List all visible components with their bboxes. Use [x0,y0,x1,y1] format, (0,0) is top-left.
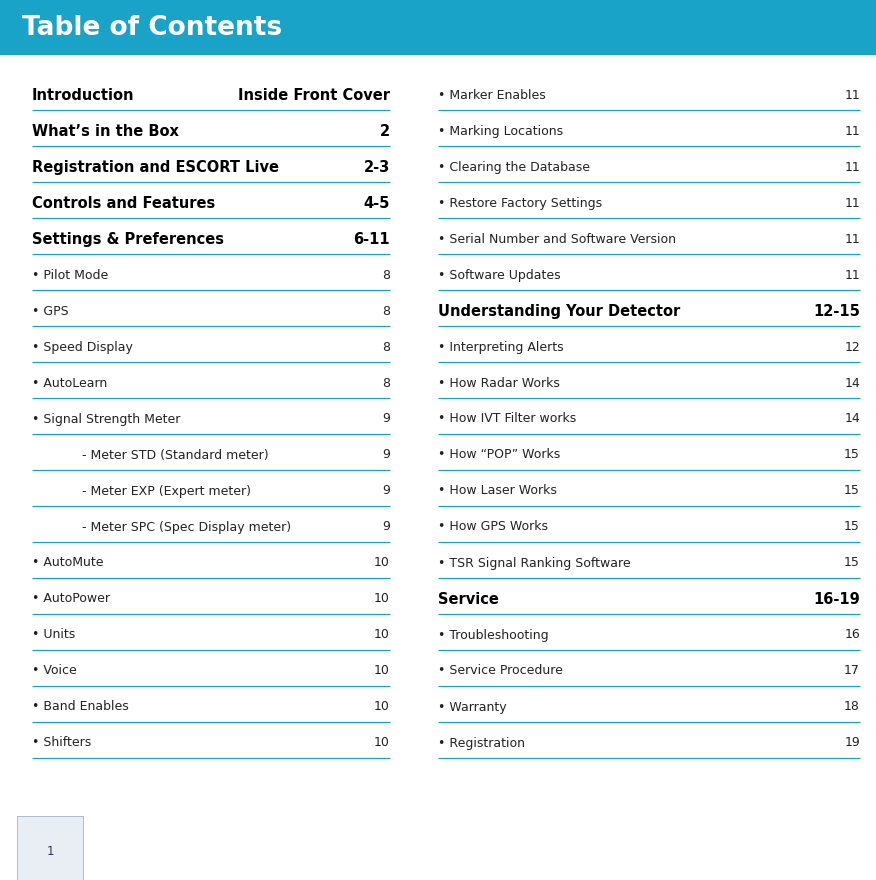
Text: • Marker Enables: • Marker Enables [438,89,546,101]
Text: 10: 10 [374,664,390,678]
Text: What’s in the Box: What’s in the Box [32,123,179,138]
Text: • Pilot Mode: • Pilot Mode [32,268,109,282]
Text: 8: 8 [382,377,390,390]
Text: • Registration: • Registration [438,737,525,750]
Text: 9: 9 [382,520,390,533]
Text: Introduction: Introduction [32,87,135,102]
Text: 9: 9 [382,485,390,497]
Text: • Interpreting Alerts: • Interpreting Alerts [438,341,563,354]
Text: 16: 16 [844,628,860,642]
Text: • Marking Locations: • Marking Locations [438,124,563,137]
Text: 11: 11 [844,232,860,246]
Text: 15: 15 [844,556,860,569]
Text: - Meter STD (Standard meter): - Meter STD (Standard meter) [82,449,269,461]
Text: • Clearing the Database: • Clearing the Database [438,160,590,173]
Text: 8: 8 [382,341,390,354]
Text: 8: 8 [382,268,390,282]
Bar [0,0,876,55]
Text: 15: 15 [844,449,860,461]
Text: 15: 15 [844,520,860,533]
Text: • Shifters: • Shifters [32,737,91,750]
Text: • How Radar Works: • How Radar Works [438,377,560,390]
Text: 4-5: 4-5 [364,195,390,210]
Text: • Voice: • Voice [32,664,77,678]
Text: • Units: • Units [32,628,75,642]
Text: • AutoMute: • AutoMute [32,556,103,569]
Text: • How Laser Works: • How Laser Works [438,485,557,497]
Text: 6-11: 6-11 [353,231,390,246]
Text: • How GPS Works: • How GPS Works [438,520,548,533]
Text: • Troubleshooting: • Troubleshooting [438,628,548,642]
Text: • Software Updates: • Software Updates [438,268,561,282]
Text: • Band Enables: • Band Enables [32,700,129,714]
Text: • How IVT Filter works: • How IVT Filter works [438,413,576,426]
Text: • AutoPower: • AutoPower [32,592,110,605]
Text: Registration and ESCORT Live: Registration and ESCORT Live [32,159,279,174]
Text: 10: 10 [374,592,390,605]
Text: 11: 11 [844,160,860,173]
Text: 10: 10 [374,628,390,642]
Text: 12: 12 [844,341,860,354]
Text: 19: 19 [844,737,860,750]
Text: 14: 14 [844,377,860,390]
Text: 12-15: 12-15 [813,304,860,319]
Text: • How “POP” Works: • How “POP” Works [438,449,561,461]
Text: Controls and Features: Controls and Features [32,195,215,210]
Text: 1: 1 [46,846,53,859]
Text: • Service Procedure: • Service Procedure [438,664,563,678]
Text: 10: 10 [374,556,390,569]
Text: 11: 11 [844,89,860,101]
Text: Service: Service [438,591,498,606]
Text: • Warranty: • Warranty [438,700,506,714]
Text: • AutoLearn: • AutoLearn [32,377,107,390]
Text: 11: 11 [844,124,860,137]
Text: - Meter SPC (Spec Display meter): - Meter SPC (Spec Display meter) [82,520,291,533]
Text: • Speed Display: • Speed Display [32,341,133,354]
Text: 9: 9 [382,449,390,461]
Text: Inside Front Cover: Inside Front Cover [238,87,390,102]
Text: Table of Contents: Table of Contents [22,14,282,40]
Text: 9: 9 [382,413,390,426]
Text: 17: 17 [844,664,860,678]
Text: • GPS: • GPS [32,304,68,318]
Text: 2-3: 2-3 [364,159,390,174]
Text: • Serial Number and Software Version: • Serial Number and Software Version [438,232,676,246]
Text: 16-19: 16-19 [813,591,860,606]
Text: 11: 11 [844,196,860,209]
Text: 14: 14 [844,413,860,426]
Text: • Restore Factory Settings: • Restore Factory Settings [438,196,602,209]
Text: 2: 2 [380,123,390,138]
Text: - Meter EXP (Expert meter): - Meter EXP (Expert meter) [82,485,251,497]
Text: Settings & Preferences: Settings & Preferences [32,231,224,246]
Text: Understanding Your Detector: Understanding Your Detector [438,304,681,319]
Text: 15: 15 [844,485,860,497]
Text: • TSR Signal Ranking Software: • TSR Signal Ranking Software [438,556,631,569]
Text: 10: 10 [374,700,390,714]
Text: 18: 18 [844,700,860,714]
Text: 8: 8 [382,304,390,318]
Text: • Signal Strength Meter: • Signal Strength Meter [32,413,180,426]
Text: 10: 10 [374,737,390,750]
Text: 11: 11 [844,268,860,282]
